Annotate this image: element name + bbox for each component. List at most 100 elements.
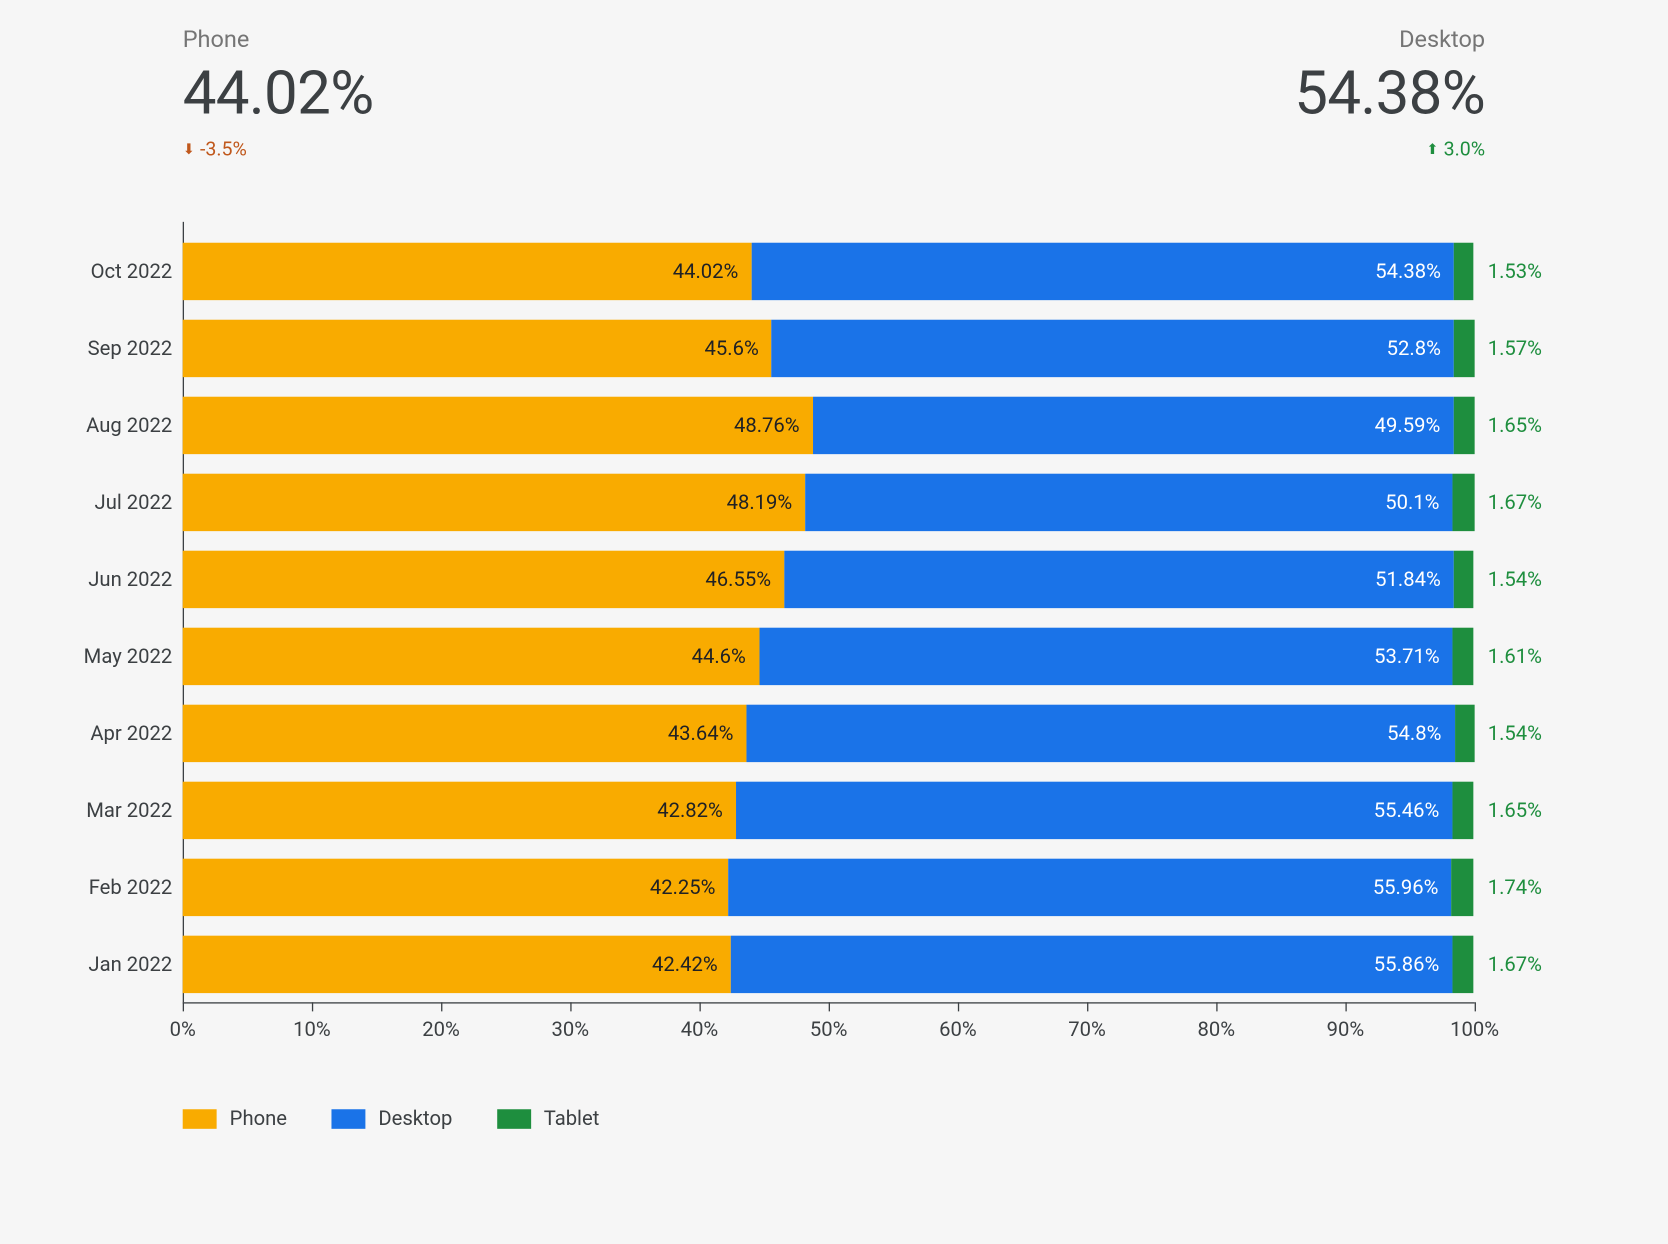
x-tick-label: 10% bbox=[293, 1018, 331, 1041]
tablet-segment-value: 1.53% bbox=[1488, 242, 1542, 299]
desktop-summary-value: 54.38% bbox=[1294, 59, 1485, 129]
desktop-segment: 52.8% bbox=[772, 319, 1454, 376]
phone-segment-value: 48.76% bbox=[734, 413, 800, 436]
x-tick-label: 50% bbox=[810, 1018, 848, 1041]
tablet-segment bbox=[1452, 858, 1474, 915]
phone-segment-value: 43.64% bbox=[668, 721, 734, 744]
tablet-segment-value: 1.54% bbox=[1488, 550, 1542, 607]
tablet-segment bbox=[1453, 473, 1475, 530]
desktop-segment-value: 54.38% bbox=[1375, 259, 1441, 282]
phone-segment: 48.76% bbox=[183, 396, 813, 453]
bar-row: Jul 202248.19%50.1%1.67% bbox=[183, 463, 1475, 540]
tablet-segment bbox=[1453, 396, 1474, 453]
category-label: Oct 2022 bbox=[52, 259, 172, 282]
tablet-segment-value: 1.74% bbox=[1488, 858, 1542, 915]
desktop-summary: Desktop 54.38% ⬆ 3.0% bbox=[1294, 26, 1485, 160]
stacked-bar: 42.25%55.96%1.74% bbox=[183, 858, 1475, 915]
desktop-segment-value: 51.84% bbox=[1375, 567, 1441, 590]
phone-change-text: -3.5% bbox=[200, 137, 247, 160]
phone-segment: 44.02% bbox=[183, 242, 752, 299]
desktop-segment-value: 55.86% bbox=[1374, 952, 1440, 975]
stacked-bar: 42.82%55.46%1.65% bbox=[183, 781, 1475, 838]
desktop-segment: 55.46% bbox=[736, 781, 1453, 838]
phone-segment: 48.19% bbox=[183, 473, 806, 530]
tablet-segment-value: 1.57% bbox=[1488, 319, 1542, 376]
phone-segment-value: 42.25% bbox=[650, 875, 716, 898]
legend-swatch bbox=[183, 1109, 217, 1129]
phone-segment-value: 44.02% bbox=[673, 259, 739, 282]
desktop-segment-value: 52.8% bbox=[1387, 336, 1441, 359]
category-label: Feb 2022 bbox=[52, 875, 172, 898]
phone-segment: 45.6% bbox=[183, 319, 772, 376]
tablet-segment-value: 1.61% bbox=[1488, 627, 1542, 684]
desktop-segment-value: 50.1% bbox=[1385, 490, 1439, 513]
tablet-segment bbox=[1454, 242, 1474, 299]
stacked-bar: 42.42%55.86%1.67% bbox=[183, 935, 1475, 992]
phone-segment-value: 46.55% bbox=[705, 567, 771, 590]
legend-label: Phone bbox=[230, 1107, 287, 1130]
x-tick-label: 20% bbox=[422, 1018, 460, 1041]
category-label: May 2022 bbox=[52, 644, 172, 667]
tablet-segment bbox=[1452, 781, 1473, 838]
category-label: Aug 2022 bbox=[52, 413, 172, 436]
phone-segment: 42.82% bbox=[183, 781, 736, 838]
tablet-segment-value: 1.54% bbox=[1488, 704, 1542, 761]
stacked-bar: 48.19%50.1%1.67% bbox=[183, 473, 1475, 530]
phone-summary-label: Phone bbox=[183, 26, 374, 53]
x-tick-mark bbox=[958, 1002, 959, 1011]
phone-segment-value: 44.6% bbox=[692, 644, 746, 667]
desktop-summary-change: ⬆ 3.0% bbox=[1426, 137, 1485, 160]
phone-segment: 42.25% bbox=[183, 858, 729, 915]
desktop-change-text: 3.0% bbox=[1444, 137, 1486, 160]
desktop-summary-label: Desktop bbox=[1399, 26, 1485, 53]
phone-segment: 46.55% bbox=[183, 550, 784, 607]
legend-item: Phone bbox=[183, 1107, 287, 1130]
x-tick-label: 60% bbox=[939, 1018, 977, 1041]
stacked-bar: 44.6%53.71%1.61% bbox=[183, 627, 1475, 684]
desktop-segment: 54.8% bbox=[747, 704, 1455, 761]
stacked-bar: 44.02%54.38%1.53% bbox=[183, 242, 1475, 299]
category-label: Apr 2022 bbox=[52, 721, 172, 744]
tablet-segment-value: 1.67% bbox=[1488, 935, 1542, 992]
phone-segment: 42.42% bbox=[183, 935, 731, 992]
legend: Phone Desktop Tablet bbox=[183, 1107, 600, 1130]
tablet-segment bbox=[1454, 704, 1474, 761]
arrow-up-icon: ⬆ bbox=[1426, 142, 1438, 156]
phone-segment: 44.6% bbox=[183, 627, 759, 684]
x-tick-label: 70% bbox=[1068, 1018, 1106, 1041]
category-label: Sep 2022 bbox=[52, 336, 172, 359]
phone-segment-value: 42.82% bbox=[657, 798, 723, 821]
stacked-bar: 43.64%54.8%1.54% bbox=[183, 704, 1475, 761]
x-tick-mark bbox=[829, 1002, 830, 1011]
phone-segment-value: 45.6% bbox=[705, 336, 759, 359]
phone-segment-value: 42.42% bbox=[652, 952, 718, 975]
x-tick-mark bbox=[570, 1002, 571, 1011]
x-tick-mark bbox=[441, 1002, 442, 1011]
summary-header: Phone 44.02% ⬇ -3.5% Desktop 54.38% ⬆ 3.… bbox=[0, 0, 1668, 161]
bar-row: Aug 202248.76%49.59%1.65% bbox=[183, 386, 1475, 463]
tablet-segment-value: 1.65% bbox=[1488, 396, 1542, 453]
x-tick-mark bbox=[183, 1002, 184, 1011]
desktop-segment: 49.59% bbox=[813, 396, 1454, 453]
desktop-segment: 54.38% bbox=[751, 242, 1454, 299]
x-tick-mark bbox=[1216, 1002, 1217, 1011]
x-tick-mark bbox=[699, 1002, 700, 1011]
desktop-segment: 50.1% bbox=[805, 473, 1452, 530]
legend-item: Tablet bbox=[497, 1107, 600, 1130]
x-tick-mark bbox=[312, 1002, 313, 1011]
desktop-segment-value: 53.71% bbox=[1374, 644, 1440, 667]
desktop-segment: 51.84% bbox=[784, 550, 1454, 607]
tablet-segment bbox=[1453, 627, 1474, 684]
x-tick-label: 100% bbox=[1450, 1018, 1499, 1041]
desktop-segment-value: 49.59% bbox=[1375, 413, 1441, 436]
bar-row: Apr 202243.64%54.8%1.54% bbox=[183, 694, 1475, 771]
desktop-segment: 55.96% bbox=[729, 858, 1452, 915]
bar-row: Oct 202244.02%54.38%1.53% bbox=[183, 232, 1475, 309]
stacked-bar: 46.55%51.84%1.54% bbox=[183, 550, 1475, 607]
legend-item: Desktop bbox=[331, 1107, 452, 1130]
desktop-segment: 53.71% bbox=[759, 627, 1453, 684]
tablet-segment bbox=[1452, 935, 1474, 992]
legend-swatch bbox=[331, 1109, 365, 1129]
bar-row: May 202244.6%53.71%1.61% bbox=[183, 617, 1475, 694]
bar-row: Sep 202245.6%52.8%1.57% bbox=[183, 309, 1475, 386]
